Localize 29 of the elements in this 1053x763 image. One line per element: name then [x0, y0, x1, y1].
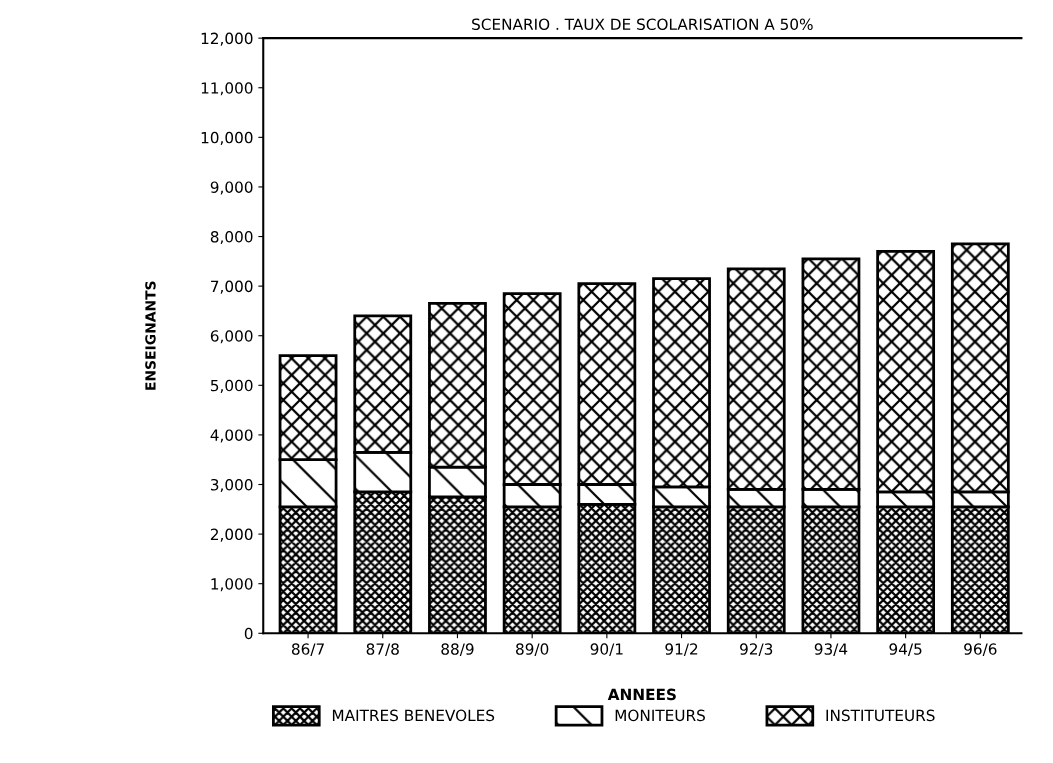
y-tick-label: 9,000 — [210, 181, 253, 195]
y-tick-label: 2,000 — [210, 528, 253, 542]
chart-title: SCENARIO . TAUX DE SCOLARISATION A 50% — [472, 18, 813, 31]
y-tick-label: 1,000 — [211, 578, 253, 592]
x-tick-label: 88/9 — [441, 643, 474, 657]
x-tick-label: 87/8 — [366, 643, 399, 657]
y-tick-label: 8,000 — [210, 231, 253, 245]
y-axis-title: ENSEIGNANTS — [145, 281, 156, 390]
y-tick-label: 10,000 — [201, 131, 253, 145]
x-tick-label: 96/6 — [964, 643, 997, 657]
legend-label: MAITRES BENEVOLES — [332, 709, 495, 722]
y-tick-label: 0 — [244, 627, 253, 640]
x-tick-label: 94/5 — [889, 643, 922, 657]
y-tick-label: 7,000 — [211, 280, 253, 294]
y-tick-label: 11,000 — [201, 82, 253, 96]
y-tick-label: 5,000 — [210, 379, 253, 393]
legend-label: INSTITUTEURS — [826, 709, 935, 722]
y-tick-label: 6,000 — [210, 330, 253, 344]
y-tick-label: 4,000 — [210, 429, 253, 443]
x-tick-label: 86/7 — [291, 643, 324, 657]
y-tick-label: 3,000 — [210, 478, 253, 493]
x-tick-label: 89/0 — [516, 643, 549, 657]
y-tick-label: 12,000 — [201, 32, 253, 46]
x-axis-title: ANNEES — [607, 688, 676, 701]
legend-label: MONITEURS — [615, 709, 705, 722]
x-tick-label: 90/1 — [590, 643, 623, 657]
x-tick-label: 92/3 — [740, 643, 773, 657]
x-tick-label: 91/2 — [665, 643, 698, 657]
x-tick-label: 93/4 — [814, 643, 848, 657]
